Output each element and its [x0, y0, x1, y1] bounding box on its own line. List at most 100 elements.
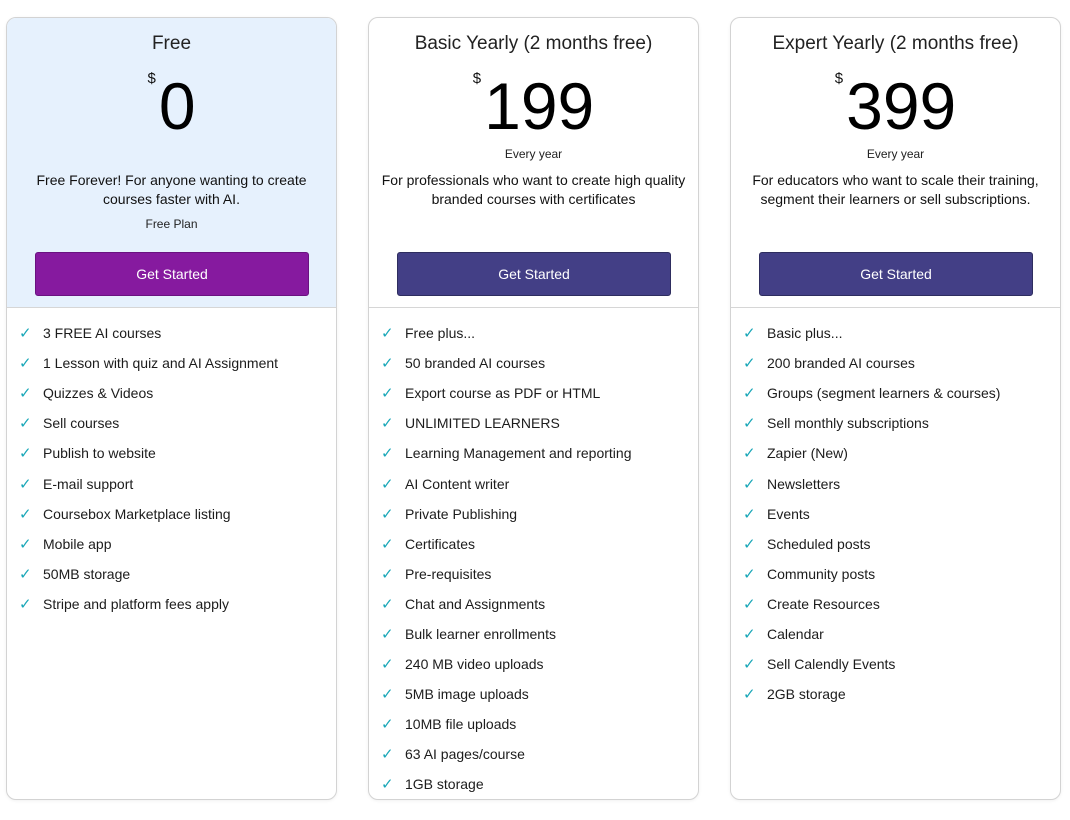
- feature-label: Stripe and platform fees apply: [43, 595, 229, 612]
- feature-item: ✓ Coursebox Marketplace listing: [7, 499, 336, 529]
- feature-label: Scheduled posts: [767, 535, 871, 552]
- feature-label: 63 AI pages/course: [405, 746, 525, 763]
- check-icon: ✓: [743, 325, 756, 343]
- get-started-button[interactable]: Get Started: [759, 252, 1033, 296]
- currency-symbol: $: [147, 70, 156, 87]
- feature-label: Certificates: [405, 535, 476, 552]
- check-icon: ✓: [381, 475, 394, 493]
- feature-item: ✓ Sell Calendly Events: [731, 649, 1060, 679]
- check-icon: ✓: [19, 415, 32, 433]
- check-icon: ✓: [381, 415, 394, 433]
- feature-label: 50MB storage: [43, 565, 131, 582]
- billing-period: Every year: [866, 147, 925, 161]
- check-icon: ✓: [19, 355, 32, 373]
- pricing-card-expert: Expert Yearly (2 months free) $ 399 Ever…: [730, 17, 1061, 800]
- feature-item: ✓ 200 branded AI courses: [731, 348, 1060, 378]
- feature-label: Quizzes & Videos: [43, 385, 154, 402]
- feature-item: ✓ Groups (segment learners & courses): [731, 378, 1060, 408]
- feature-item: ✓ Private Publishing: [369, 499, 698, 529]
- check-icon: ✓: [381, 776, 394, 794]
- check-icon: ✓: [381, 595, 394, 613]
- check-icon: ✓: [743, 535, 756, 553]
- feature-label: Mobile app: [43, 535, 112, 552]
- feature-item: ✓ 10MB file uploads: [369, 709, 698, 739]
- feature-item: ✓ 50 branded AI courses: [369, 348, 698, 378]
- feature-label: Sell courses: [43, 415, 120, 432]
- feature-item: ✓ Chat and Assignments: [369, 589, 698, 619]
- feature-label: 3 FREE AI courses: [43, 325, 162, 342]
- price-amount: 399: [846, 69, 957, 143]
- card-header: Expert Yearly (2 months free) $ 399 Ever…: [731, 18, 1060, 308]
- card-header: Free $ 0 Free Forever! For anyone wantin…: [7, 18, 336, 308]
- feature-item: ✓ 50MB storage: [7, 559, 336, 589]
- feature-label: Calendar: [767, 625, 824, 642]
- feature-list: ✓ Free plus... ✓ 50 branded AI courses ✓ Expo…: [369, 318, 698, 799]
- feature-item: ✓ Quizzes & Videos: [7, 378, 336, 408]
- check-icon: ✓: [743, 445, 756, 463]
- plan-title: Basic Yearly (2 months free): [414, 33, 653, 54]
- check-icon: ✓: [19, 535, 32, 553]
- check-icon: ✓: [743, 625, 756, 643]
- feature-item: ✓ Basic plus...: [731, 318, 1060, 348]
- feature-label: 50 branded AI courses: [405, 355, 546, 372]
- feature-item: ✓ 240 MB video uploads: [369, 649, 698, 679]
- get-started-button[interactable]: Get Started: [35, 252, 309, 296]
- check-icon: ✓: [19, 385, 32, 403]
- check-icon: ✓: [381, 535, 394, 553]
- feature-label: 240 MB video uploads: [405, 656, 544, 673]
- check-icon: ✓: [743, 565, 756, 583]
- feature-item: ✓ AI Content writer: [369, 468, 698, 498]
- check-icon: ✓: [19, 565, 32, 583]
- feature-label: UNLIMITED LEARNERS: [405, 415, 560, 432]
- feature-label: 1 Lesson with quiz and AI Assignment: [43, 355, 279, 372]
- feature-item: ✓ Mobile app: [7, 529, 336, 559]
- feature-label: Export course as PDF or HTML: [405, 385, 601, 402]
- plan-title: Free: [151, 33, 192, 54]
- feature-label: Free plus...: [405, 325, 476, 342]
- pricing-card-free: Free $ 0 Free Forever! For anyone wantin…: [6, 17, 337, 800]
- plan-tag: Free Plan: [145, 217, 198, 231]
- feature-label: Publish to website: [43, 445, 156, 462]
- check-icon: ✓: [19, 325, 32, 343]
- get-started-button[interactable]: Get Started: [397, 252, 671, 296]
- plan-description: For professionals who want to create hig…: [381, 172, 686, 207]
- feature-item: ✓ UNLIMITED LEARNERS: [369, 408, 698, 438]
- feature-item: ✓ 1 Lesson with quiz and AI Assignment: [7, 348, 336, 378]
- check-icon: ✓: [381, 656, 394, 674]
- price: $ 199: [369, 68, 698, 144]
- check-icon: ✓: [381, 445, 394, 463]
- check-icon: ✓: [381, 746, 394, 764]
- feature-item: ✓ Sell monthly subscriptions: [731, 408, 1060, 438]
- check-icon: ✓: [381, 565, 394, 583]
- check-icon: ✓: [743, 475, 756, 493]
- feature-item: ✓ Export course as PDF or HTML: [369, 378, 698, 408]
- feature-item: ✓ E-mail support: [7, 468, 336, 498]
- feature-item: ✓ Bulk learner enrollments: [369, 619, 698, 649]
- feature-label: 10MB file uploads: [405, 716, 517, 733]
- feature-label: Sell Calendly Events: [767, 656, 896, 673]
- feature-item: ✓ Create Resources: [731, 589, 1060, 619]
- feature-label: Events: [767, 505, 810, 522]
- feature-label: Chat and Assignments: [405, 595, 546, 612]
- price-amount: 0: [158, 69, 196, 143]
- check-icon: ✓: [743, 355, 756, 373]
- check-icon: ✓: [743, 385, 756, 403]
- check-icon: ✓: [743, 415, 756, 433]
- check-icon: ✓: [19, 505, 32, 523]
- check-icon: ✓: [381, 355, 394, 373]
- price: $ 399: [731, 68, 1060, 144]
- check-icon: ✓: [743, 505, 756, 523]
- feature-label: Groups (segment learners & courses): [767, 385, 1001, 402]
- feature-label: 1GB storage: [405, 776, 484, 793]
- feature-label: Coursebox Marketplace listing: [43, 505, 231, 522]
- check-icon: ✓: [381, 325, 394, 343]
- check-icon: ✓: [743, 686, 756, 704]
- currency-symbol: $: [472, 70, 482, 87]
- pricing-card-basic: Basic Yearly (2 months free) $ 199 Every…: [368, 17, 699, 800]
- feature-item: ✓ 63 AI pages/course: [369, 739, 698, 769]
- plan-description: For educators who want to scale their tr…: [752, 172, 1039, 207]
- feature-label: Basic plus...: [767, 325, 843, 342]
- feature-label: Create Resources: [767, 595, 880, 612]
- check-icon: ✓: [381, 686, 394, 704]
- feature-item: ✓ 2GB storage: [731, 679, 1060, 709]
